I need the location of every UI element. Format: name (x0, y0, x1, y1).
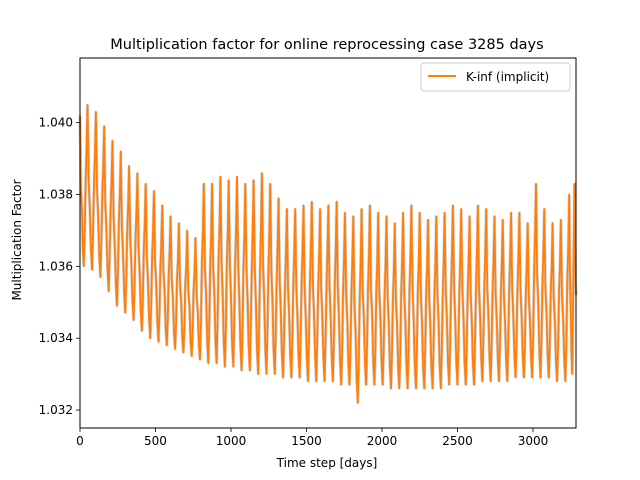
legend: K-inf (implicit) (420, 62, 571, 92)
x-tick-label: 2000 (367, 434, 398, 448)
x-tick-label: 500 (144, 434, 167, 448)
series-layer (78, 103, 578, 404)
x-tick-label: 2500 (442, 434, 473, 448)
y-axis: 1.032 1.034 1.036 1.038 1.040 (39, 116, 80, 417)
chart-title: Multiplication factor for online reproce… (110, 37, 543, 53)
y-tick-label: 1.032 (39, 403, 73, 417)
legend-box (420, 62, 571, 92)
x-tick-label: 3000 (518, 434, 549, 448)
x-tick-label: 1500 (291, 434, 322, 448)
legend-label: K-inf (implicit) (466, 70, 549, 84)
y-tick-label: 1.038 (39, 188, 73, 202)
x-axis: 0 500 1000 1500 2000 2500 3000 (76, 428, 548, 448)
series-line-k-inf (79, 103, 577, 404)
x-axis-label: Time step [days] (276, 456, 378, 470)
y-axis-label: Multiplication Factor (10, 179, 24, 300)
x-tick-label: 1000 (216, 434, 247, 448)
x-tick-label: 0 (76, 434, 84, 448)
y-tick-label: 1.036 (39, 259, 73, 273)
axes-frame (79, 57, 577, 429)
y-tick-label: 1.034 (39, 331, 73, 345)
y-tick-label: 1.040 (39, 116, 73, 130)
